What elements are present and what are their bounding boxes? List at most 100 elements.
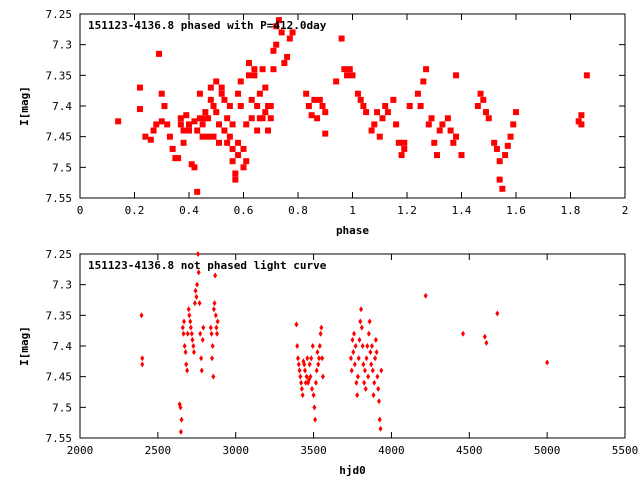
data-point <box>311 392 316 399</box>
phased-x-tick-label: 1.8 <box>561 204 581 217</box>
data-point <box>205 115 212 122</box>
data-point <box>310 385 315 392</box>
data-point <box>485 115 492 122</box>
data-point <box>311 96 318 103</box>
unphased-ticks: 2000 2500 3000 3500 4000 4500 5000 5500 7.25 7.3 7… <box>46 248 639 457</box>
data-point <box>322 109 329 116</box>
data-point <box>211 373 216 380</box>
data-point <box>420 78 427 85</box>
data-point <box>235 152 242 159</box>
phased-chart: 0 0.2 0.4 0.6 0.8 1 1.2 1.4 1.6 1.8 2 7.25 7.3 7.35 7.… <box>18 8 628 237</box>
data-point <box>210 355 215 362</box>
data-point <box>195 281 200 288</box>
data-point <box>199 367 204 374</box>
data-point <box>444 115 451 122</box>
data-point <box>395 139 402 146</box>
data-point <box>248 115 255 122</box>
data-point <box>164 121 171 128</box>
data-point <box>245 60 252 67</box>
data-point <box>348 355 353 362</box>
data-point <box>439 121 446 128</box>
data-point <box>186 121 192 128</box>
data-point <box>359 324 364 331</box>
data-point <box>513 109 519 116</box>
data-point <box>194 293 199 300</box>
data-point <box>433 152 440 159</box>
data-point <box>425 121 432 128</box>
unphased-x-tick-label: 5500 <box>612 444 639 457</box>
data-point <box>384 109 391 116</box>
phased-x-tick-label: 0.4 <box>179 204 199 217</box>
data-point <box>299 385 304 392</box>
data-point <box>207 84 214 91</box>
data-point <box>221 127 228 134</box>
data-point <box>371 121 378 128</box>
data-point <box>319 103 326 109</box>
data-point <box>213 109 220 116</box>
data-point <box>369 343 374 349</box>
data-point <box>229 158 236 165</box>
data-point <box>140 361 145 368</box>
data-point <box>357 96 364 103</box>
data-point <box>305 103 312 109</box>
data-point <box>226 103 233 109</box>
data-point <box>417 103 424 109</box>
data-point <box>248 96 255 103</box>
data-point <box>218 84 225 91</box>
data-point <box>355 392 360 399</box>
data-point <box>270 47 277 54</box>
data-point <box>194 188 201 195</box>
data-point <box>232 170 239 177</box>
data-point <box>180 324 185 331</box>
data-point <box>322 130 329 137</box>
data-point <box>461 330 466 337</box>
data-point <box>352 330 357 337</box>
unphased-chart-title: 151123-4136.8 not phased light curve <box>88 259 327 272</box>
data-point <box>215 139 222 146</box>
phased-x-tick-label: 0.6 <box>234 204 254 217</box>
data-point <box>313 379 318 386</box>
data-point <box>190 336 195 343</box>
data-point <box>303 90 310 97</box>
data-point <box>373 355 378 362</box>
data-point <box>199 121 206 128</box>
data-point <box>294 321 299 328</box>
data-point <box>447 127 454 134</box>
data-point <box>188 161 195 168</box>
unphased-y-tick-label: 7.55 <box>46 432 73 445</box>
data-point <box>382 103 389 109</box>
data-point <box>273 41 280 48</box>
data-point <box>185 330 190 337</box>
data-point <box>161 103 168 109</box>
data-point <box>316 361 321 368</box>
data-point <box>188 324 193 331</box>
data-point <box>304 373 309 380</box>
phased-y-tick-label: 7.35 <box>46 69 73 82</box>
data-point <box>278 29 285 36</box>
data-point <box>502 152 509 159</box>
data-point <box>209 330 214 337</box>
data-point <box>185 367 190 374</box>
data-point <box>423 66 430 73</box>
data-point <box>221 96 228 103</box>
data-point <box>215 121 222 128</box>
data-point <box>186 127 192 134</box>
data-point <box>510 121 517 128</box>
data-point <box>213 272 218 279</box>
data-point <box>365 343 370 349</box>
data-point <box>350 336 355 343</box>
data-point <box>482 333 487 340</box>
data-point <box>286 35 293 42</box>
data-point <box>201 324 206 331</box>
data-point <box>289 29 296 36</box>
phased-x-tick-label: 2 <box>622 204 629 217</box>
data-point <box>303 379 308 386</box>
data-point <box>401 145 408 152</box>
data-point <box>312 404 317 411</box>
data-point <box>364 355 369 362</box>
unphased-x-tick-label: 4500 <box>456 444 483 457</box>
data-point <box>295 343 300 349</box>
data-point <box>275 17 282 24</box>
data-point <box>229 145 236 152</box>
phased-x-tick-label: 1 <box>349 204 356 217</box>
